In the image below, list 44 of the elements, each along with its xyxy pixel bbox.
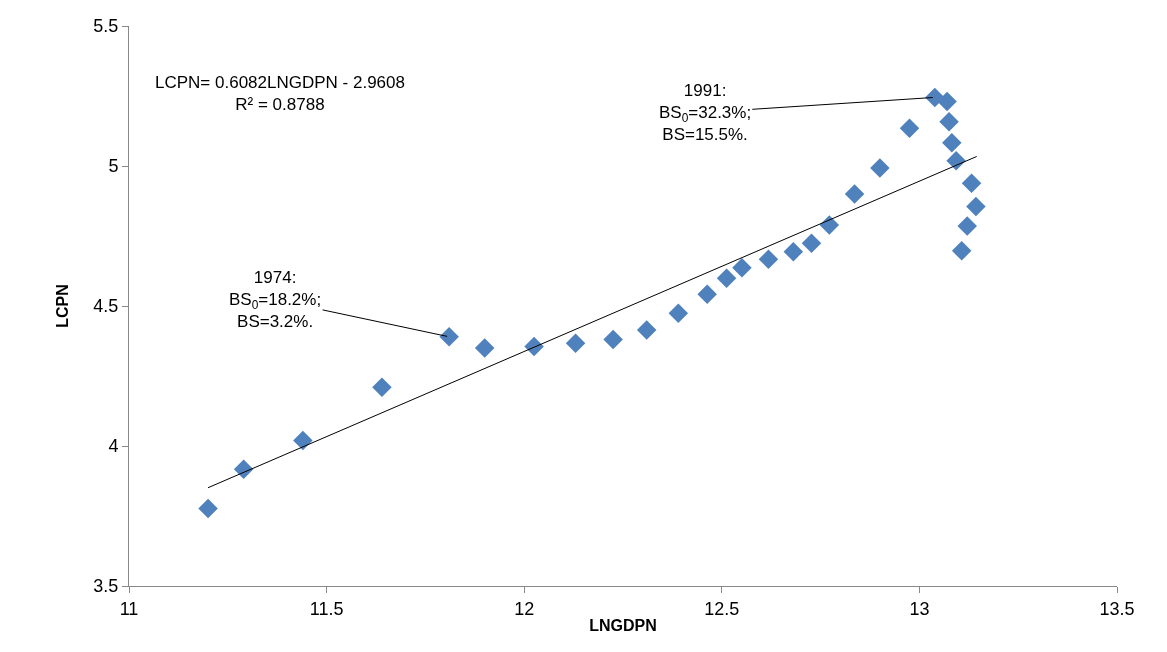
point: [937, 91, 957, 112]
x-tick-label: 11.5: [309, 598, 344, 619]
point: [946, 150, 966, 171]
x-tick-label: 13.5: [1099, 598, 1135, 619]
annotation: 1974: BS$_{0}$=18.2%; BS=3.2%.: [229, 268, 322, 332]
y-axis-title: LCPN: [54, 284, 72, 328]
point: [899, 118, 920, 138]
annotation: LCPN= 0.6082LNGDPN - 2.9608 R² = 0.8788: [155, 73, 405, 115]
point: [939, 112, 959, 132]
point: [961, 173, 982, 194]
point: [603, 329, 623, 350]
x-tick-label: 11: [119, 598, 139, 619]
annotation: 1991: BS$_{0}$=32.3%; BS=15.5%.: [659, 81, 752, 145]
point: [293, 430, 313, 451]
point: [844, 184, 865, 204]
point: [870, 158, 890, 178]
x-tick-label: 12.5: [704, 598, 740, 619]
point: [198, 498, 218, 519]
point: [942, 133, 962, 153]
x-axis-title: LNGDPN: [589, 617, 657, 635]
point: [474, 338, 495, 358]
point: [819, 215, 840, 235]
x-tick-label: 12: [514, 598, 535, 619]
point: [565, 333, 586, 353]
y-tick-label: 5: [108, 156, 119, 177]
y-tick-label: 4.5: [93, 296, 119, 317]
point: [439, 327, 459, 347]
y-tick-label: 5.5: [93, 16, 119, 37]
point: [801, 233, 822, 254]
point: [716, 268, 737, 289]
point: [951, 241, 972, 261]
y-tick-label: 3.5: [93, 576, 119, 597]
point: [524, 336, 544, 357]
point: [372, 377, 392, 397]
point: [966, 196, 986, 217]
y-tick-label: 4: [108, 436, 119, 457]
x-tick-label: 13: [909, 598, 930, 619]
point: [668, 303, 689, 324]
point: [783, 241, 804, 262]
point: [636, 320, 657, 340]
point: [732, 257, 752, 278]
point: [957, 216, 977, 236]
point: [697, 284, 717, 304]
point: [758, 249, 779, 269]
